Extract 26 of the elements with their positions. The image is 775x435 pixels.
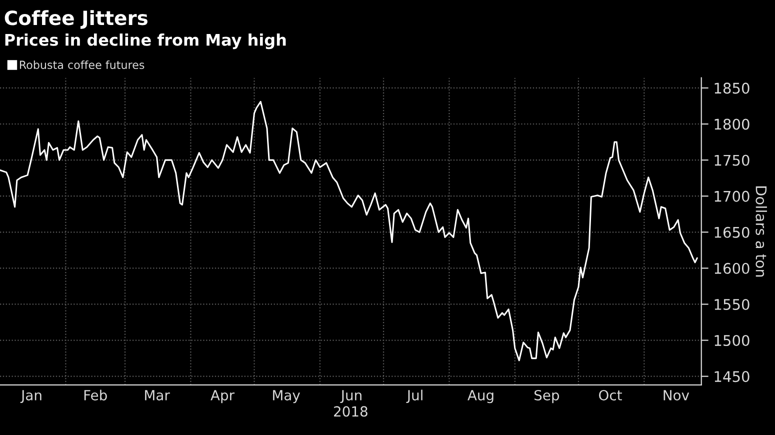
x-tick-label: Feb	[84, 390, 107, 400]
x-tick-label: Aug	[468, 390, 494, 404]
chart-title: Coffee Jitters	[4, 10, 148, 29]
legend-label: Robusta coffee futures	[20, 60, 144, 70]
x-tick-label: Sep	[534, 390, 560, 404]
x-tick-label: Jun	[340, 390, 362, 404]
x-tick-label: Jan	[20, 390, 42, 404]
y-tick-label: 1800	[714, 118, 750, 130]
x-tick-label: Nov	[664, 390, 690, 400]
x-axis-title: 2018	[334, 406, 368, 417]
x-tick-label: Mar	[145, 390, 170, 400]
chart-subtitle: Prices in decline from May high	[5, 34, 286, 50]
y-tick-label: 1450	[714, 371, 750, 382]
x-tick-label: Apr	[210, 390, 235, 404]
y-tick-label: 1500	[714, 334, 750, 346]
x-tick-label: Jul	[406, 390, 422, 404]
y-tick-label: 1700	[714, 190, 750, 202]
y-tick-label: 1750	[714, 154, 750, 166]
line-series	[0, 100, 698, 362]
y-axis-title: Dollars a ton	[756, 186, 767, 277]
y-tick-label: 1850	[714, 82, 750, 94]
x-tick-label: May	[273, 390, 300, 404]
y-tick-label: 1550	[714, 298, 750, 310]
y-tick-label: 1650	[714, 226, 750, 238]
x-tick-label: Oct	[599, 390, 622, 400]
y-tick-label: 1600	[714, 262, 750, 274]
